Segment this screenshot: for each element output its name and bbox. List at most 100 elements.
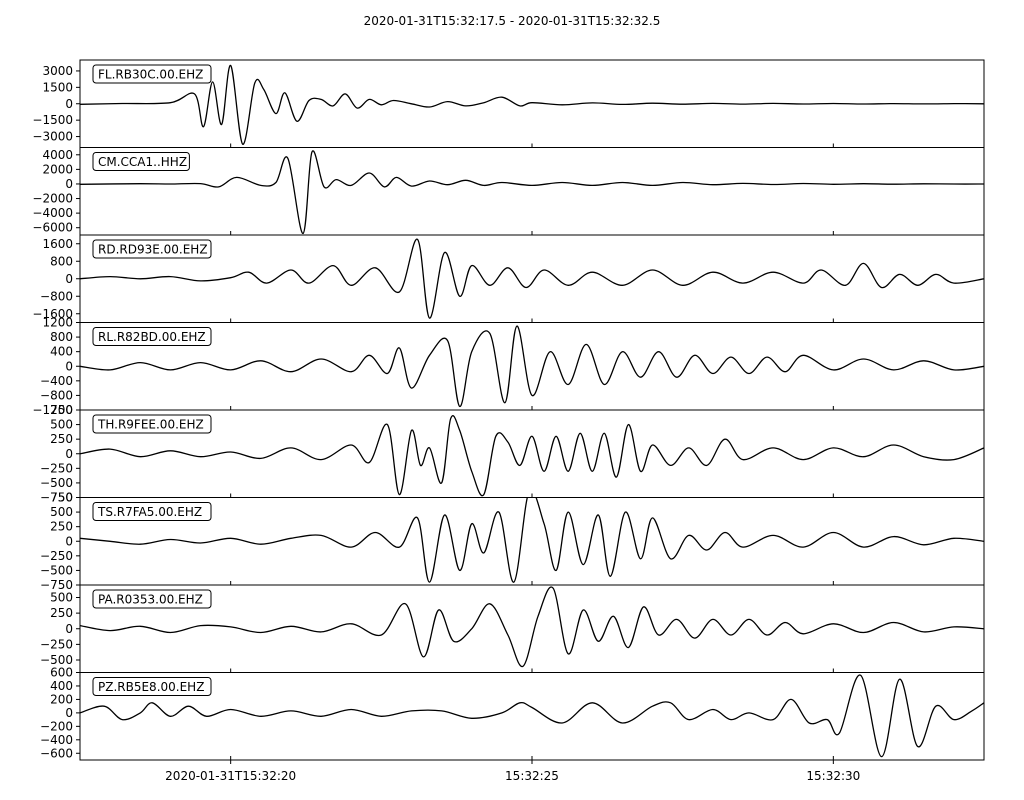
- y-tick-label: 500: [50, 418, 73, 432]
- y-tick-label: 0: [65, 359, 73, 373]
- station-label-box: FL.RB30C.00.EHZ: [92, 64, 212, 84]
- y-tick-label: 500: [50, 591, 73, 605]
- y-tick-label: −3000: [32, 130, 73, 144]
- y-tick-label: 0: [65, 272, 73, 286]
- x-axis: 2020-01-31T15:32:20 15:32:25 15:32:30: [165, 760, 860, 783]
- station-label-frame: [92, 327, 212, 346]
- y-tick-label: −250: [40, 637, 73, 651]
- station-label: PA.R0353.00.EHZ: [98, 593, 203, 607]
- trace-line: [80, 150, 984, 235]
- y-tick-label: −2000: [32, 192, 73, 206]
- station-label-box: TS.R7FA5.00.EHZ: [92, 502, 212, 521]
- panels-layer: 300015000−1500−3000FL.RB30C.00.EHZ400020…: [32, 59, 985, 761]
- y-tick-label: −200: [40, 719, 73, 733]
- y-tick-label: −600: [40, 746, 73, 760]
- station-label-box: PZ.RB5E8.00.EHZ: [92, 677, 212, 696]
- y-tick-label: −800: [40, 289, 73, 303]
- y-tick-label: 500: [50, 505, 73, 519]
- y-tick-label: −400: [40, 733, 73, 747]
- y-tick-label: 400: [50, 345, 73, 359]
- panel-frame: [79, 234, 985, 323]
- station-label-box: PA.R0353.00.EHZ: [92, 589, 212, 609]
- y-tick-label: 250: [50, 606, 73, 620]
- y-tick-label: 400: [50, 679, 73, 693]
- y-tick-label: −1600: [32, 307, 73, 321]
- y-tick-label: −750: [40, 578, 73, 592]
- y-tick-label: −750: [40, 491, 73, 505]
- y-tick-label: 4000: [42, 148, 73, 162]
- station-label: FL.RB30C.00.EHZ: [98, 68, 203, 82]
- y-tick-label: −250: [40, 549, 73, 563]
- station-label: TS.R7FA5.00.EHZ: [97, 505, 202, 519]
- station-label-frame: [92, 64, 212, 84]
- y-tick-label: 2000: [42, 162, 73, 176]
- panel-frame: [79, 497, 985, 586]
- y-tick-label: 800: [50, 254, 73, 268]
- station-label-frame: [92, 502, 212, 521]
- trace-line: [80, 238, 984, 319]
- y-tick-label: 250: [50, 432, 73, 446]
- station-label-frame: [92, 414, 212, 434]
- station-label-box: RD.RD93E.00.EHZ: [92, 239, 212, 259]
- y-tick-label: 200: [50, 692, 73, 706]
- y-tick-label: 1600: [42, 237, 73, 251]
- y-tick-label: 750: [50, 403, 73, 417]
- station-label-box: TH.R9FEE.00.EHZ: [92, 414, 212, 434]
- station-label-box: RL.R82BD.00.EHZ: [92, 327, 212, 346]
- x-tick-label: 2020-01-31T15:32:20: [165, 769, 296, 783]
- panel-frame: [79, 672, 985, 761]
- trace-line: [80, 497, 984, 583]
- y-tick-label: 1500: [42, 80, 73, 94]
- y-tick-label: 1200: [42, 316, 73, 330]
- y-tick-label: −800: [40, 388, 73, 402]
- panel-frame: [79, 147, 985, 236]
- y-tick-label: −250: [40, 461, 73, 475]
- station-label-frame: [92, 677, 212, 696]
- y-tick-label: 750: [50, 491, 73, 505]
- trace-line: [80, 325, 984, 408]
- x-tick-label: 15:32:25: [505, 769, 559, 783]
- figure-title: 2020-01-31T15:32:17.5 - 2020-01-31T15:32…: [364, 14, 661, 28]
- station-label: PZ.RB5E8.00.EHZ: [98, 680, 204, 694]
- x-tick-label: 15:32:30: [806, 769, 860, 783]
- y-tick-label: 800: [50, 330, 73, 344]
- trace-line: [80, 586, 984, 667]
- y-tick-label: 0: [65, 534, 73, 548]
- station-label-frame: [92, 589, 212, 609]
- y-tick-label: −500: [40, 653, 73, 667]
- y-tick-label: 3000: [42, 64, 73, 78]
- y-tick-label: −500: [40, 476, 73, 490]
- trace-panel: 1600 800 0 −800 −1600 RD.RD93E.00.EHZ: [32, 234, 985, 323]
- station-label: RL.R82BD.00.EHZ: [98, 330, 206, 344]
- station-label-box: CM.CCA1..HHZ: [92, 152, 190, 171]
- y-tick-label: −1500: [32, 113, 73, 127]
- y-tick-label: −400: [40, 374, 73, 388]
- trace-line: [80, 64, 984, 145]
- station-label-frame: [92, 239, 212, 259]
- y-tick-label: 0: [65, 97, 73, 111]
- y-tick-label: −6000: [32, 221, 73, 235]
- trace-line: [80, 415, 984, 497]
- trace-panel: 3000 1500 0 −1500 −3000 FL.RB30C.00.EHZ: [32, 59, 985, 148]
- y-tick-label: 0: [65, 177, 73, 191]
- station-label: RD.RD93E.00.EHZ: [98, 243, 208, 257]
- y-tick-label: −1200: [32, 403, 73, 417]
- y-tick-label: −500: [40, 563, 73, 577]
- station-label-frame: [92, 152, 190, 171]
- panel-frame: [79, 409, 985, 498]
- station-label: CM.CCA1..HHZ: [98, 155, 187, 169]
- y-tick-label: 0: [65, 622, 73, 636]
- trace-line: [80, 674, 984, 758]
- y-tick-label: 250: [50, 520, 73, 534]
- y-tick-label: −4000: [32, 206, 73, 220]
- station-label: TH.R9FEE.00.EHZ: [97, 418, 204, 432]
- y-tick-label: 600: [50, 666, 73, 680]
